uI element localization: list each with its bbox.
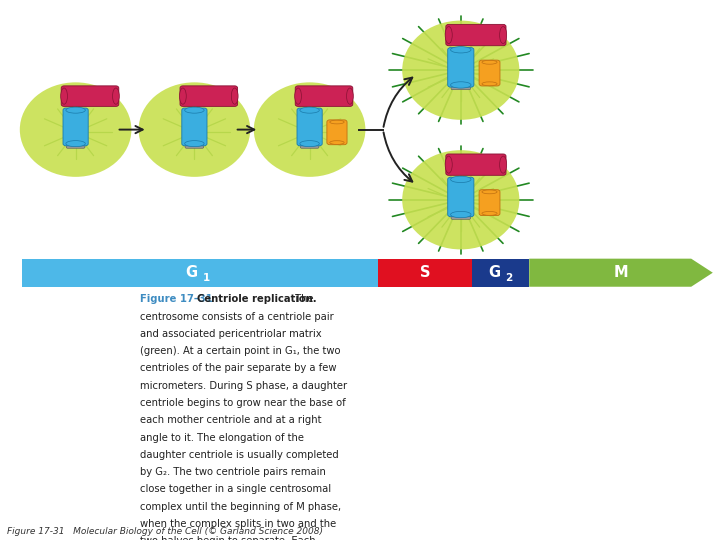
Ellipse shape — [179, 88, 186, 104]
Bar — [472, 259, 529, 287]
Ellipse shape — [500, 156, 507, 173]
Ellipse shape — [330, 120, 344, 124]
Ellipse shape — [482, 82, 497, 86]
Text: The: The — [292, 294, 313, 305]
Text: centrioles of the pair separate by a few: centrioles of the pair separate by a few — [140, 363, 337, 374]
FancyBboxPatch shape — [446, 154, 506, 176]
Text: Centriole replication.: Centriole replication. — [197, 294, 316, 305]
FancyBboxPatch shape — [61, 86, 119, 106]
FancyBboxPatch shape — [66, 127, 85, 148]
Bar — [378, 259, 472, 287]
Text: and associated pericentriolar matrix: and associated pericentriolar matrix — [140, 329, 322, 339]
Ellipse shape — [451, 46, 471, 53]
FancyBboxPatch shape — [448, 48, 474, 87]
Ellipse shape — [253, 82, 366, 177]
Ellipse shape — [451, 176, 471, 183]
Ellipse shape — [482, 212, 497, 215]
FancyBboxPatch shape — [327, 120, 347, 145]
Bar — [22, 259, 378, 287]
Ellipse shape — [19, 82, 131, 177]
FancyBboxPatch shape — [448, 177, 474, 217]
Ellipse shape — [294, 88, 302, 104]
Text: S: S — [420, 265, 430, 280]
FancyBboxPatch shape — [297, 108, 323, 146]
Ellipse shape — [482, 190, 497, 194]
FancyBboxPatch shape — [451, 68, 471, 90]
FancyBboxPatch shape — [181, 108, 207, 146]
FancyBboxPatch shape — [63, 108, 89, 146]
Ellipse shape — [402, 150, 519, 249]
Text: (green). At a certain point in G₁, the two: (green). At a certain point in G₁, the t… — [140, 346, 341, 356]
Ellipse shape — [184, 140, 204, 147]
Ellipse shape — [60, 88, 68, 104]
FancyBboxPatch shape — [180, 86, 238, 106]
Text: Figure 17-31   Molecular Biology of the Cell (© Garland Science 2008): Figure 17-31 Molecular Biology of the Ce… — [7, 526, 323, 536]
Text: two halves begin to separate. Each: two halves begin to separate. Each — [140, 536, 316, 540]
FancyBboxPatch shape — [300, 127, 319, 148]
Ellipse shape — [231, 88, 238, 104]
Ellipse shape — [66, 140, 85, 147]
Ellipse shape — [445, 26, 452, 44]
Text: M: M — [613, 265, 629, 280]
Ellipse shape — [402, 21, 519, 120]
Ellipse shape — [346, 88, 354, 104]
Text: when the complex splits in two and the: when the complex splits in two and the — [140, 519, 337, 529]
Text: 1: 1 — [202, 273, 210, 283]
Ellipse shape — [451, 211, 471, 218]
Ellipse shape — [300, 140, 320, 147]
Ellipse shape — [500, 26, 507, 44]
Ellipse shape — [112, 88, 120, 104]
Text: close together in a single centrosomal: close together in a single centrosomal — [140, 484, 331, 495]
FancyBboxPatch shape — [185, 127, 204, 148]
Text: centriole begins to grow near the base of: centriole begins to grow near the base o… — [140, 398, 346, 408]
Text: each mother centriole and at a right: each mother centriole and at a right — [140, 415, 322, 426]
Ellipse shape — [139, 82, 251, 177]
Text: 2: 2 — [505, 273, 513, 283]
Ellipse shape — [451, 82, 471, 88]
Text: G: G — [488, 265, 500, 280]
FancyBboxPatch shape — [479, 60, 500, 86]
Text: complex until the beginning of M phase,: complex until the beginning of M phase, — [140, 502, 341, 512]
Ellipse shape — [66, 107, 85, 113]
Text: G: G — [185, 265, 197, 280]
Ellipse shape — [184, 107, 204, 113]
Text: micrometers. During S phase, a daughter: micrometers. During S phase, a daughter — [140, 381, 348, 391]
FancyBboxPatch shape — [451, 197, 471, 219]
Ellipse shape — [300, 107, 320, 113]
Text: daughter centriole is usually completed: daughter centriole is usually completed — [140, 450, 339, 460]
FancyBboxPatch shape — [446, 24, 506, 46]
Text: angle to it. The elongation of the: angle to it. The elongation of the — [140, 433, 305, 443]
FancyBboxPatch shape — [479, 190, 500, 215]
Text: centrosome consists of a centriole pair: centrosome consists of a centriole pair — [140, 312, 334, 322]
Text: by G₂. The two centriole pairs remain: by G₂. The two centriole pairs remain — [140, 467, 326, 477]
FancyBboxPatch shape — [295, 86, 353, 106]
Ellipse shape — [445, 156, 452, 173]
Polygon shape — [529, 259, 713, 287]
Text: Figure 17–31: Figure 17–31 — [140, 294, 217, 305]
Ellipse shape — [330, 141, 344, 144]
Ellipse shape — [482, 60, 497, 64]
